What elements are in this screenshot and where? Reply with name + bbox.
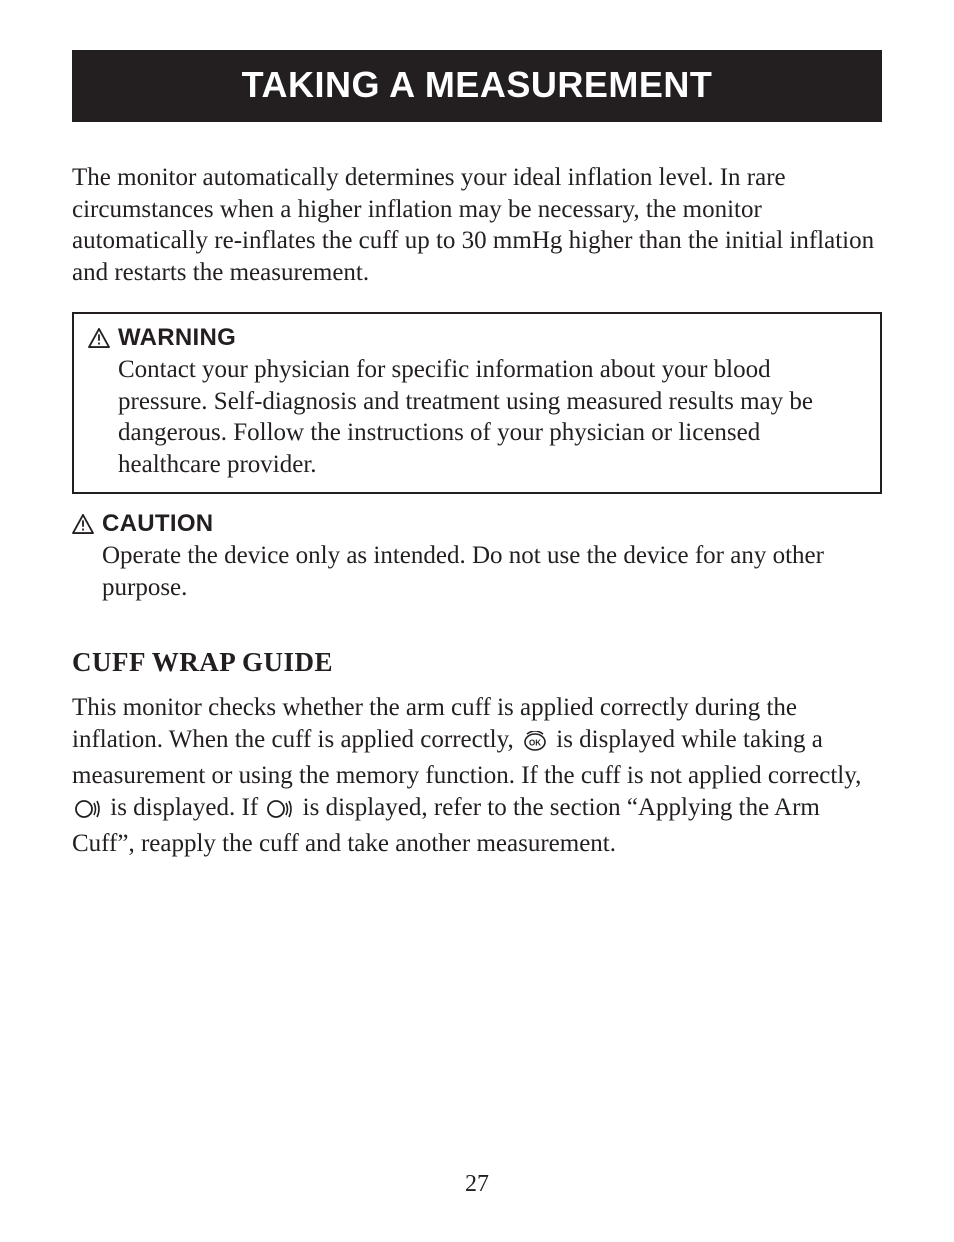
warning-label: WARNING <box>118 324 236 352</box>
warning-text: Contact your physician for specific info… <box>118 354 866 480</box>
caution-header: CAUTION <box>72 510 882 538</box>
cuff-loose-icon <box>74 796 102 828</box>
warning-box: WARNING Contact your physician for speci… <box>72 312 882 494</box>
page-number: 27 <box>0 1171 954 1198</box>
guide-paragraph: This monitor checks whether the arm cuff… <box>72 692 882 860</box>
alert-triangle-icon <box>72 514 94 534</box>
cuff-ok-icon: OK <box>522 728 548 760</box>
caution-text: Operate the device only as intended. Do … <box>102 540 882 603</box>
banner-title: TAKING A MEASUREMENT <box>242 64 713 105</box>
caution-label: CAUTION <box>102 510 213 538</box>
alert-triangle-icon <box>88 328 110 348</box>
guide-text-3: is displayed. If <box>110 794 264 821</box>
intro-paragraph: The monitor automatically determines you… <box>72 162 882 288</box>
warning-header: WARNING <box>88 324 866 352</box>
section-banner: TAKING A MEASUREMENT <box>72 50 882 122</box>
manual-page: TAKING A MEASUREMENT The monitor automat… <box>0 0 954 1242</box>
guide-heading: CUFF WRAP GUIDE <box>72 647 882 678</box>
svg-text:OK: OK <box>529 739 541 748</box>
caution-block: CAUTION Operate the device only as inten… <box>72 510 882 603</box>
cuff-loose-icon <box>266 796 294 828</box>
